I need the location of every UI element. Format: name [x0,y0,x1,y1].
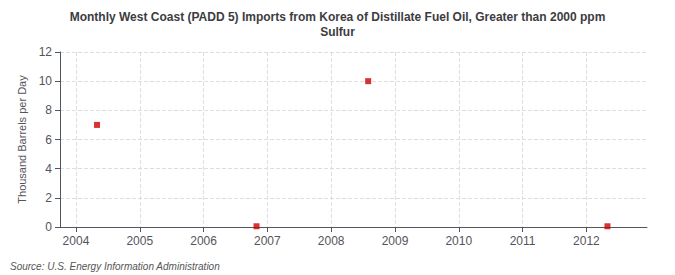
svg-text:2011: 2011 [510,234,536,248]
svg-text:2004: 2004 [63,234,90,248]
svg-text:2012: 2012 [573,234,600,248]
svg-text:6: 6 [45,133,52,147]
svg-text:10: 10 [39,74,53,88]
svg-text:2009: 2009 [382,234,409,248]
svg-text:12: 12 [39,45,53,59]
svg-text:2006: 2006 [190,234,217,248]
svg-text:2010: 2010 [445,234,472,248]
svg-text:Sulfur: Sulfur [320,25,355,39]
svg-text:2005: 2005 [126,234,153,248]
svg-text:8: 8 [45,103,52,117]
svg-text:Thousand Barrels per Day: Thousand Barrels per Day [16,75,28,204]
svg-text:Source: U.S. Energy Informatio: Source: U.S. Energy Information Administ… [10,261,220,272]
svg-text:2007: 2007 [254,234,281,248]
svg-text:Monthly West Coast (PADD 5) Im: Monthly West Coast (PADD 5) Imports from… [70,10,606,24]
svg-text:0: 0 [45,220,52,234]
svg-text:4: 4 [45,162,52,176]
svg-text:2008: 2008 [318,234,345,248]
svg-text:2: 2 [45,191,52,205]
